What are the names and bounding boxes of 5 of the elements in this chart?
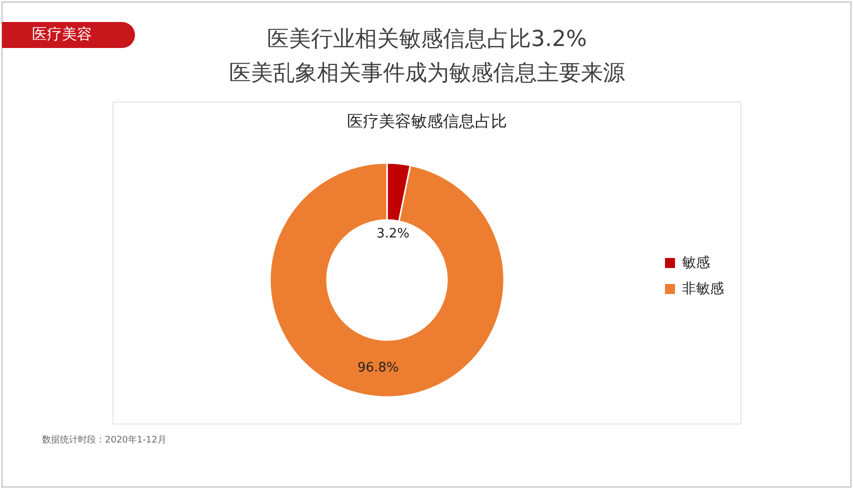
- annotation: 医美行业相关敏感信息占比3.2%: [267, 27, 587, 52]
- title: 医疗美容敏感信息占比: [347, 111, 507, 130]
- annotation: 医美乱象相关事件成为敏感信息主要来源: [229, 61, 625, 86]
- annotation: 数据统计时段：2020年1-12月: [42, 435, 166, 446]
- annotation: 医疗美容: [32, 25, 92, 44]
